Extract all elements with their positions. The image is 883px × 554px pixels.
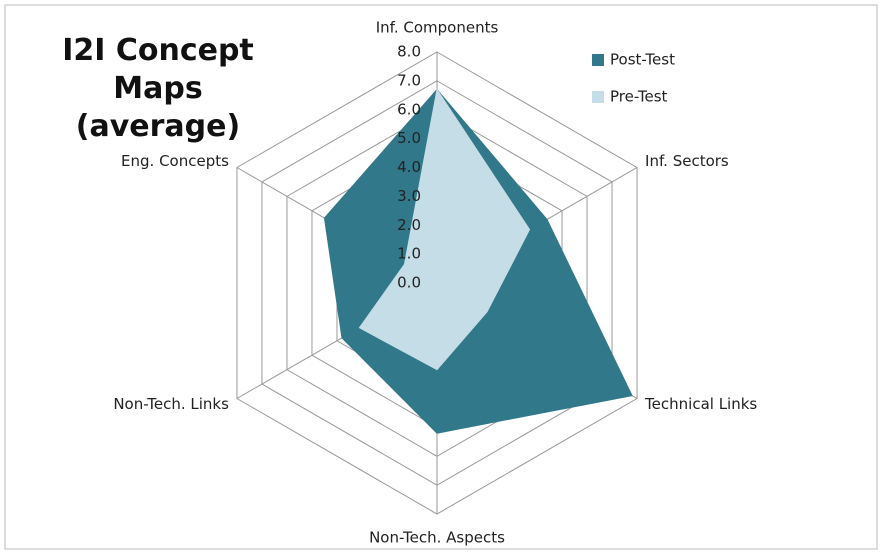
axis-label: Non-Tech. Aspects bbox=[369, 529, 505, 547]
legend-label: Pre-Test bbox=[610, 88, 668, 106]
r-tick-label: 1.0 bbox=[397, 245, 421, 263]
r-tick-label: 6.0 bbox=[397, 100, 421, 118]
r-tick-label: 7.0 bbox=[397, 71, 421, 89]
axis-label: Inf. Components bbox=[376, 19, 499, 37]
r-tick-label: 3.0 bbox=[397, 187, 421, 205]
chart-title: I2I Concept Maps (average) bbox=[62, 33, 254, 144]
axis-label: Non-Tech. Links bbox=[113, 395, 229, 413]
legend-swatch bbox=[592, 54, 604, 66]
series-area bbox=[358, 88, 531, 371]
r-tick-label: 0.0 bbox=[397, 274, 421, 292]
r-tick-label: 2.0 bbox=[397, 216, 421, 234]
axis-label: Technical Links bbox=[644, 395, 757, 413]
axis-label: Inf. Sectors bbox=[645, 152, 729, 170]
r-tick-label: 8.0 bbox=[397, 43, 421, 61]
legend-swatch bbox=[592, 91, 604, 103]
legend-label: Post-Test bbox=[610, 51, 675, 69]
r-tick-label: 5.0 bbox=[397, 129, 421, 147]
r-tick-label: 4.0 bbox=[397, 158, 421, 176]
axis-label: Eng. Concepts bbox=[121, 152, 229, 170]
